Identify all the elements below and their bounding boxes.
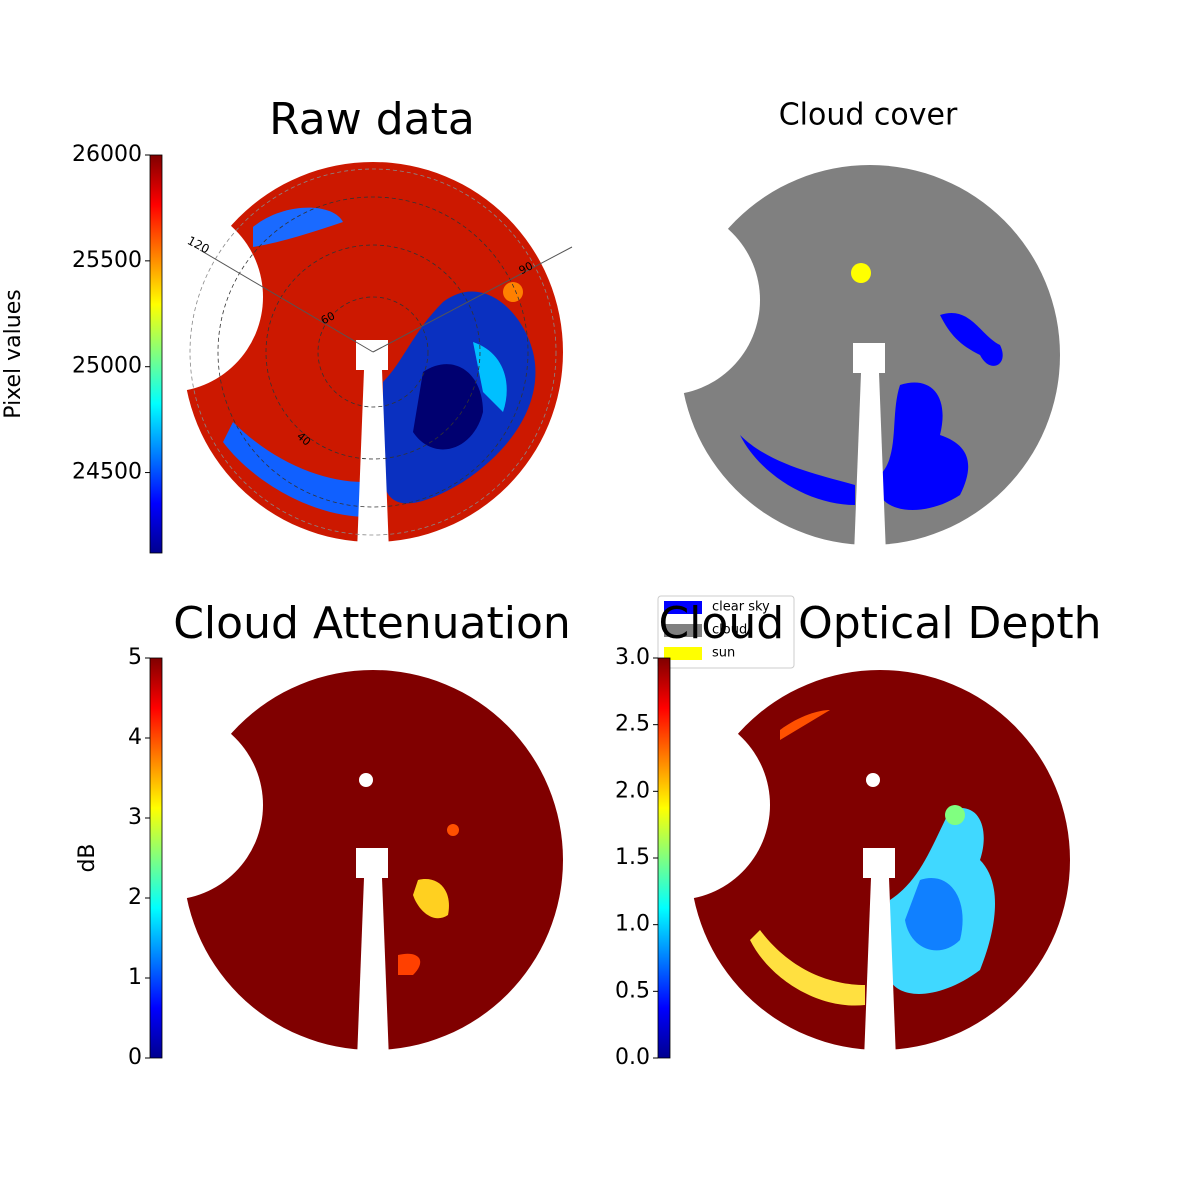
legend-label: sun	[712, 646, 735, 661]
colorbar-tick-label: 4	[128, 725, 142, 750]
colorbar-label: Pixel values	[1, 289, 26, 418]
polar-label: 60	[319, 309, 337, 327]
colorbar-tick-label: 2.0	[615, 778, 650, 803]
colorbar-tick-label: 25000	[72, 354, 142, 379]
panel-title: Raw data	[269, 94, 475, 145]
colorbar-tick-label: 0.5	[615, 978, 650, 1003]
colorbar-tick-label: 2.5	[615, 712, 650, 737]
legend-swatch	[664, 601, 702, 614]
colorbar-tick-label: 3.0	[615, 645, 650, 670]
colorbar	[149, 154, 163, 554]
panel-title: Cloud Optical Depth	[658, 598, 1101, 649]
sun-marker	[851, 263, 871, 283]
colorbar-label: dB	[75, 843, 100, 872]
colorbar-tick-label: 3	[128, 805, 142, 830]
attenuation-image	[173, 660, 573, 1060]
colorbar-tick-label: 2	[128, 885, 142, 910]
colorbar	[657, 657, 671, 1059]
raw-image	[173, 152, 573, 552]
polar-label: 90	[517, 259, 535, 277]
colorbar-tick-label: 26000	[72, 142, 142, 167]
colorbar-tick-label: 5	[128, 645, 142, 670]
colorbar-tick-label: 24500	[72, 460, 142, 485]
panel-title: Cloud cover	[779, 98, 958, 133]
cloud-cover-image	[670, 155, 1070, 555]
optical-depth-image	[680, 660, 1080, 1060]
colorbar-tick-label: 1	[128, 965, 142, 990]
legend-swatch	[664, 624, 702, 637]
colorbar-tick-label: 1.5	[615, 845, 650, 870]
colorbar-tick-label: 1.0	[615, 912, 650, 937]
colorbar-tick-label: 0.0	[615, 1045, 650, 1070]
colorbar	[149, 657, 163, 1059]
legend-swatch	[664, 647, 702, 660]
polar-grid	[189, 168, 557, 536]
legend-label: clear sky	[712, 600, 770, 615]
polar-axes	[199, 246, 573, 353]
legend-label: cloud	[712, 623, 747, 638]
colorbar-tick-label: 25500	[72, 248, 142, 273]
colorbar-tick-label: 0	[128, 1045, 142, 1070]
panel-title: Cloud Attenuation	[173, 598, 571, 649]
